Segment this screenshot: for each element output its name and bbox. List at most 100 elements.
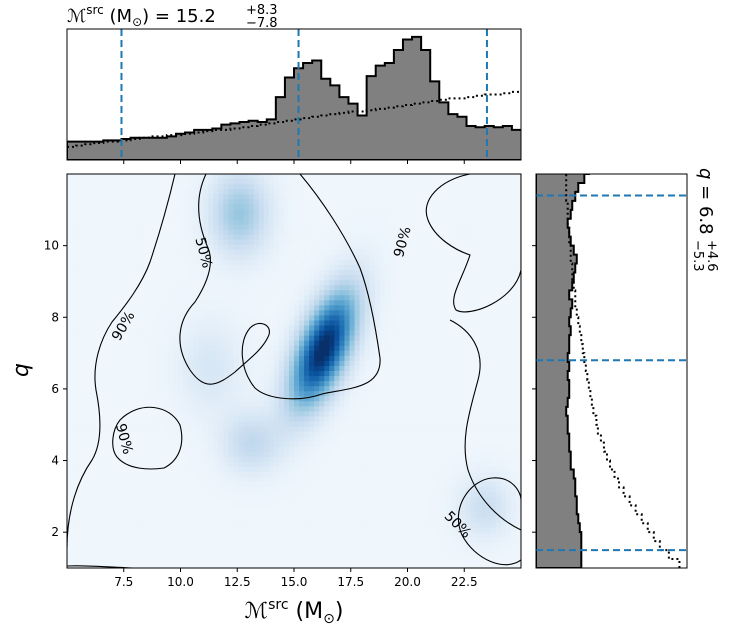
heatmap-cell: [354, 512, 361, 519]
heatmap-cell: [334, 396, 340, 402]
heatmap-cell: [288, 254, 295, 261]
heatmap-cell: [102, 562, 108, 568]
heatmap-cell: [228, 229, 235, 236]
heatmap-cell: [379, 360, 386, 367]
heatmap-cell: [263, 209, 270, 216]
heatmap-cell: [288, 557, 295, 564]
heatmap-cell: [198, 507, 204, 514]
heatmap-cell: [177, 295, 184, 301]
heatmap-cell: [67, 472, 73, 478]
heatmap-cell: [379, 552, 386, 559]
heatmap-cell: [379, 199, 386, 205]
heatmap-cell: [152, 436, 159, 443]
heatmap-cell: [142, 456, 149, 463]
heatmap-cell: [384, 527, 391, 534]
heatmap-cell: [263, 441, 270, 448]
heatmap-cell: [238, 446, 245, 453]
heatmap-cell: [198, 411, 204, 418]
heatmap-cell: [213, 239, 219, 246]
heatmap-cell: [188, 310, 194, 317]
heatmap-cell: [142, 391, 149, 397]
heatmap-cell: [122, 562, 129, 568]
heatmap-cell: [137, 482, 144, 488]
heatmap-cell: [188, 214, 194, 221]
heatmap-cell: [238, 466, 245, 473]
heatmap-cell: [188, 431, 194, 438]
heatmap-cell: [263, 300, 270, 306]
heatmap-cell: [72, 300, 78, 306]
heatmap-cell: [238, 542, 245, 549]
heatmap-cell: [228, 290, 235, 296]
heatmap-cell: [374, 527, 381, 534]
heatmap-cell: [223, 249, 230, 256]
heatmap-cell: [77, 451, 83, 458]
heatmap-cell: [349, 259, 356, 266]
heatmap-cell: [157, 335, 164, 342]
heatmap-cell: [294, 497, 300, 503]
heatmap-cell: [107, 542, 113, 549]
heatmap-cell: [97, 280, 103, 286]
heatmap-cell: [359, 345, 366, 352]
heatmap-cell: [384, 174, 391, 180]
heatmap-cell: [137, 224, 144, 231]
heatmap-cell: [183, 492, 189, 498]
heatmap-cell: [233, 376, 240, 382]
heatmap-cell: [142, 492, 149, 498]
heatmap-cell: [238, 472, 245, 478]
heatmap-cell: [162, 189, 169, 195]
heatmap-cell: [137, 285, 144, 291]
heatmap-cell: [349, 466, 356, 473]
heatmap-cell: [379, 466, 386, 473]
heatmap-cell: [213, 396, 219, 402]
heatmap-cell: [294, 355, 300, 362]
heatmap-cell: [92, 280, 98, 286]
heatmap-cell: [72, 456, 78, 463]
heatmap-cell: [359, 497, 366, 503]
heatmap-cell: [233, 214, 240, 221]
heatmap-cell: [172, 527, 179, 534]
heatmap-cell: [288, 300, 295, 306]
heatmap-cell: [364, 537, 371, 544]
heatmap-cell: [132, 401, 139, 407]
heatmap-cell: [364, 300, 371, 306]
heatmap-cell: [299, 244, 305, 251]
heatmap-cell: [167, 280, 174, 286]
heatmap-cell: [288, 507, 295, 514]
heatmap-cell: [132, 396, 139, 402]
heatmap-cell: [183, 179, 189, 185]
heatmap-cell: [273, 259, 280, 266]
heatmap-cell: [87, 335, 93, 342]
heatmap-cell: [263, 249, 270, 256]
heatmap-cell: [213, 376, 219, 382]
heatmap-cell: [294, 371, 300, 377]
heatmap-cell: [162, 371, 169, 377]
heatmap-cell: [253, 517, 260, 524]
heatmap-cell: [294, 254, 300, 261]
heatmap-cell: [223, 386, 230, 392]
heatmap-cell: [87, 527, 93, 534]
heatmap-cell: [208, 401, 214, 407]
heatmap-cell: [213, 280, 219, 286]
heatmap-cell: [188, 234, 194, 241]
heatmap-cell: [329, 507, 335, 514]
heatmap-cell: [238, 436, 245, 443]
heatmap-cell: [324, 502, 330, 508]
heatmap-cell: [304, 441, 310, 448]
heatmap-cell: [152, 199, 159, 205]
heatmap-cell: [142, 360, 149, 367]
heatmap-cell: [258, 234, 265, 241]
heatmap-cell: [228, 517, 235, 524]
heatmap-cell: [273, 527, 280, 534]
heatmap-cell: [188, 320, 194, 327]
heatmap-cell: [152, 345, 159, 352]
heatmap-cell: [349, 285, 356, 291]
heatmap-cell: [82, 456, 88, 463]
heatmap-cell: [384, 497, 391, 503]
heatmap-cell: [294, 542, 300, 549]
heatmap-cell: [193, 360, 199, 367]
heatmap-cell: [208, 426, 214, 433]
heatmap-cell: [157, 562, 164, 568]
heatmap-cell: [137, 254, 144, 261]
heatmap-cell: [127, 472, 134, 478]
heatmap-cell: [243, 411, 250, 418]
